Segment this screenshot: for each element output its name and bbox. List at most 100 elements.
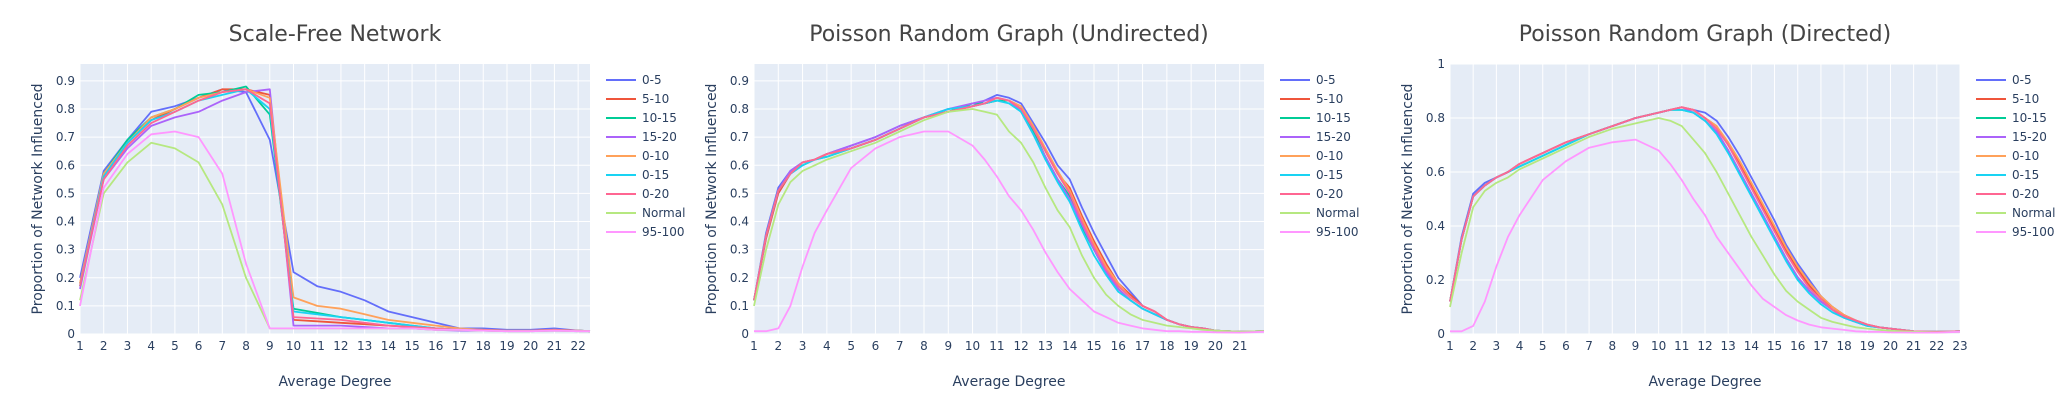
series-line-Normal — [1449, 117, 1961, 334]
legend-item-15-20[interactable]: 15-20 — [1280, 130, 1351, 144]
y-tick-label: 0.6 — [1426, 165, 1445, 179]
chart-title: Scale-Free Network — [229, 22, 442, 47]
legend-item-0-10[interactable]: 0-10 — [606, 149, 669, 163]
y-tick-label: 0.7 — [56, 130, 75, 144]
series-line-0-20 — [1449, 106, 1961, 333]
x-tick-label: 2 — [1469, 339, 1477, 353]
legend: 0-5 5-10 10-15 15-20 0-10 0-15 0-20 Normal 95-10… — [1280, 73, 1359, 239]
legend-item-0-20[interactable]: 0-20 — [1280, 187, 1343, 201]
legend-item-0-10[interactable]: 0-10 — [1976, 149, 2039, 163]
legend-item-95-100[interactable]: 95-100 — [1280, 225, 1359, 239]
legend-label: 15-20 — [642, 130, 677, 144]
legend-label: 15-20 — [2012, 130, 2047, 144]
legend: 0-5 5-10 10-15 15-20 0-10 0-15 0-20 Normal 95-10… — [1976, 73, 2055, 239]
x-tick-label: 14 — [1062, 339, 1077, 353]
x-tick-label: 15 — [1767, 339, 1782, 353]
legend-label: 0-20 — [642, 187, 669, 201]
x-tick-label: 7 — [896, 339, 904, 353]
series-line-0-15 — [1449, 109, 1961, 333]
legend-item-0-15[interactable]: 0-15 — [1976, 168, 2039, 182]
legend-label: 95-100 — [642, 225, 685, 239]
x-axis-label: Average Degree — [1649, 374, 1762, 390]
x-tick-label: 6 — [195, 339, 203, 353]
legend-item-95-100[interactable]: 95-100 — [1976, 225, 2055, 239]
x-tick-label: 9 — [1632, 339, 1640, 353]
legend-item-10-15[interactable]: 10-15 — [1280, 111, 1351, 125]
y-tick-label: 0.6 — [56, 158, 75, 172]
y-tick-label: 0 — [1437, 327, 1445, 341]
x-tick-label: 5 — [847, 339, 855, 353]
x-tick-label: 2 — [100, 339, 108, 353]
x-tick-label: 1 — [1446, 339, 1454, 353]
legend-item-Normal[interactable]: Normal — [1976, 206, 2055, 220]
legend-item-0-20[interactable]: 0-20 — [606, 187, 669, 201]
plot-background — [754, 64, 1264, 334]
y-tick-label: 0.3 — [730, 243, 749, 257]
chart-title: Poisson Random Graph (Undirected) — [809, 22, 1209, 47]
legend-item-15-20[interactable]: 15-20 — [606, 130, 677, 144]
chart-panel-2: 1 2 3 4 5 6 7 8 9 10 11 12 13 14 15 16 17 18 19 20 21 22 2300.… — [1400, 22, 2055, 390]
legend-label: 95-100 — [2012, 225, 2055, 239]
x-tick-label: 12 — [1014, 339, 1029, 353]
legend-label: 0-15 — [2012, 168, 2039, 182]
legend-item-0-15[interactable]: 0-15 — [606, 168, 669, 182]
legend-label: 5-10 — [642, 92, 669, 106]
legend-item-0-5[interactable]: 0-5 — [606, 73, 662, 87]
y-tick-label: 0.1 — [56, 299, 75, 313]
legend-item-0-20[interactable]: 0-20 — [1976, 187, 2039, 201]
legend-label: 10-15 — [1316, 111, 1351, 125]
x-tick-label: 7 — [219, 339, 227, 353]
chart-panel-1: 1 2 3 4 5 6 7 8 9 10 11 12 13 14 15 16 17 18 19 20 2100.10.2… — [704, 22, 1359, 390]
x-tick-label: 5 — [1539, 339, 1547, 353]
legend-item-5-10[interactable]: 5-10 — [1280, 92, 1343, 106]
y-tick-label: 0.9 — [730, 74, 749, 88]
x-tick-label: 18 — [1159, 339, 1174, 353]
series-line-0-20 — [753, 96, 1265, 333]
x-tick-label: 4 — [147, 339, 155, 353]
legend-item-15-20[interactable]: 15-20 — [1976, 130, 2047, 144]
x-tick-label: 9 — [944, 339, 952, 353]
legend-item-0-5[interactable]: 0-5 — [1280, 73, 1336, 87]
x-tick-label: 11 — [310, 339, 325, 353]
legend-label: 15-20 — [1316, 130, 1351, 144]
legend-item-10-15[interactable]: 10-15 — [1976, 111, 2047, 125]
legend-item-95-100[interactable]: 95-100 — [606, 225, 685, 239]
legend-item-5-10[interactable]: 5-10 — [606, 92, 669, 106]
legend-item-0-15[interactable]: 0-15 — [1280, 168, 1343, 182]
x-tick-label: 3 — [124, 339, 132, 353]
legend-label: 5-10 — [1316, 92, 1343, 106]
plot-background — [80, 64, 590, 334]
legend-item-5-10[interactable]: 5-10 — [1976, 92, 2039, 106]
x-tick-label: 21 — [1906, 339, 1921, 353]
legend-item-0-5[interactable]: 0-5 — [1976, 73, 2032, 87]
legend-label: 95-100 — [1316, 225, 1359, 239]
legend-label: 10-15 — [2012, 111, 2047, 125]
y-tick-label: 0.5 — [730, 186, 749, 200]
series-line-Normal — [753, 108, 1265, 333]
y-tick-label: 0.2 — [56, 271, 75, 285]
x-tick-label: 13 — [357, 339, 372, 353]
x-tick-label: 10 — [1651, 339, 1666, 353]
x-tick-label: 20 — [523, 339, 538, 353]
y-tick-label: 0.9 — [56, 74, 75, 88]
y-tick-label: 0.8 — [1426, 111, 1445, 125]
legend-label: 0-10 — [642, 149, 669, 163]
x-tick-label: 11 — [1674, 339, 1689, 353]
x-tick-label: 6 — [1562, 339, 1570, 353]
x-tick-label: 22 — [570, 339, 585, 353]
x-tick-label: 9 — [266, 339, 274, 353]
y-tick-label: 0.6 — [730, 158, 749, 172]
legend-item-Normal[interactable]: Normal — [606, 206, 685, 220]
legend-label: 0-20 — [1316, 187, 1343, 201]
x-tick-label: 4 — [823, 339, 831, 353]
legend-label: Normal — [2012, 206, 2055, 220]
legend-label: Normal — [1316, 206, 1359, 220]
series-line-95-100 — [1450, 138, 1961, 334]
legend-item-10-15[interactable]: 10-15 — [606, 111, 677, 125]
legend-item-0-10[interactable]: 0-10 — [1280, 149, 1343, 163]
legend-label: 0-10 — [1316, 149, 1343, 163]
x-tick-label: 13 — [1038, 339, 1053, 353]
x-tick-label: 18 — [1836, 339, 1851, 353]
legend-item-Normal[interactable]: Normal — [1280, 206, 1359, 220]
